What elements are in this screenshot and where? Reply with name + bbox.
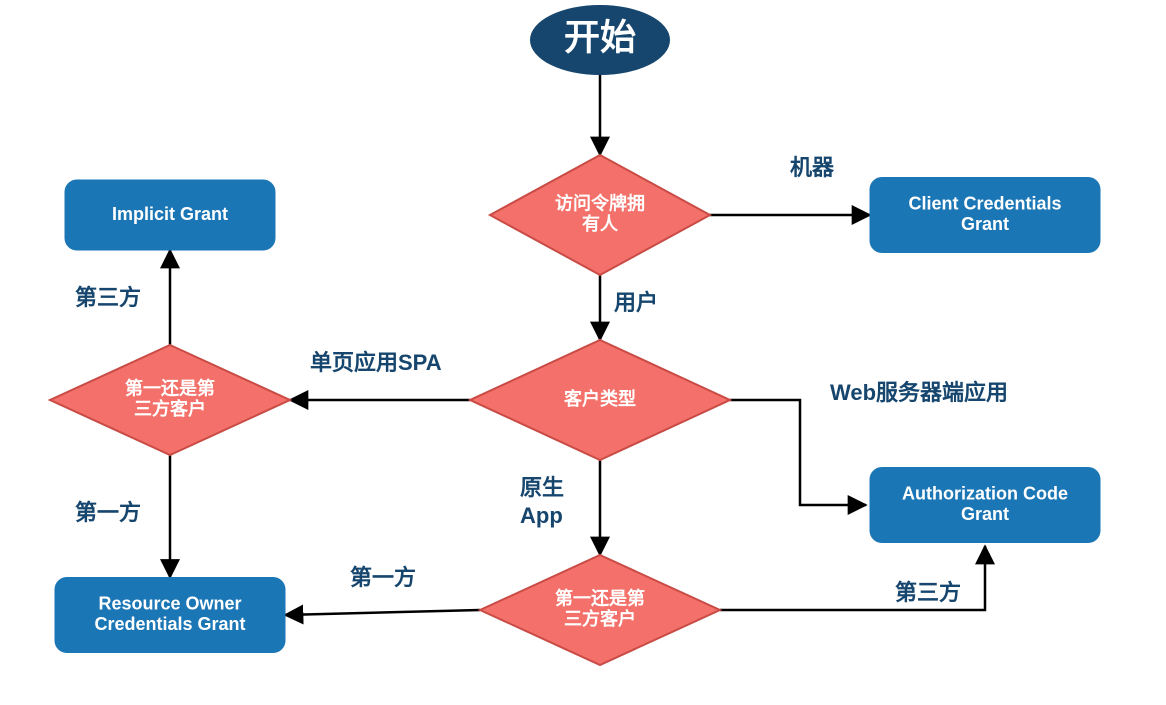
node-client_cred-label: Client Credentials (908, 193, 1061, 213)
edge-label-party_bottom-res_owner: 第一方 (350, 565, 416, 590)
node-client_type-label: 客户类型 (564, 388, 636, 409)
node-implicit: Implicit Grant (65, 180, 275, 250)
edge-label-token_owner-client_type: 用户 (614, 290, 658, 315)
node-party_bottom-label: 第一还是第 (555, 587, 645, 608)
node-auth_code: Authorization CodeGrant (870, 468, 1100, 543)
node-start-label: 开始 (564, 17, 636, 58)
node-start: 开始 (530, 5, 670, 75)
node-party_left-label: 第一还是第 (125, 377, 215, 398)
edge-client_type-to-auth_code (730, 400, 866, 505)
edge-party_bottom-to-res_owner (285, 610, 480, 615)
node-auth_code-label: Authorization Code (902, 483, 1068, 503)
edge-label-client_type-party_bottom: App (520, 503, 563, 528)
node-client_cred-label: Grant (961, 214, 1009, 234)
node-party_left-label: 三方客户 (134, 398, 206, 419)
node-res_owner-label: Credentials Grant (94, 614, 245, 634)
edge-label-party_bottom-auth_code: 第三方 (895, 580, 961, 605)
node-party_bottom: 第一还是第三方客户 (480, 555, 720, 665)
node-token_owner-label: 有人 (582, 213, 619, 234)
edge-label-token_owner-client_cred: 机器 (790, 155, 835, 180)
node-res_owner-label: Resource Owner (98, 593, 241, 613)
edge-label-party_left-implicit: 第三方 (75, 285, 141, 310)
node-token_owner-label: 访问令牌拥 (555, 192, 645, 213)
node-implicit-label: Implicit Grant (112, 204, 228, 224)
nodes-layer: 开始访问令牌拥有人客户类型第一还是第三方客户第一还是第三方客户Implicit … (50, 5, 1100, 665)
node-auth_code-label: Grant (961, 504, 1009, 524)
edge-label-client_type-party_left: 单页应用SPA (310, 350, 442, 375)
node-token_owner: 访问令牌拥有人 (490, 155, 710, 275)
node-client_type: 客户类型 (470, 340, 730, 460)
edges-layer: 机器用户单页应用SPA原生AppWeb服务器端应用第三方第一方第一方第三方 (75, 75, 1008, 615)
edge-label-party_left-res_owner: 第一方 (75, 500, 141, 525)
edge-label-client_type-party_bottom: 原生 (520, 475, 564, 500)
flowchart: 机器用户单页应用SPA原生AppWeb服务器端应用第三方第一方第一方第三方开始访… (0, 0, 1166, 705)
node-client_cred: Client CredentialsGrant (870, 178, 1100, 253)
node-party_left: 第一还是第三方客户 (50, 345, 290, 455)
node-res_owner: Resource OwnerCredentials Grant (55, 578, 285, 653)
edge-label-client_type-auth_code: Web服务器端应用 (830, 380, 1008, 405)
node-party_bottom-label: 三方客户 (564, 608, 636, 629)
